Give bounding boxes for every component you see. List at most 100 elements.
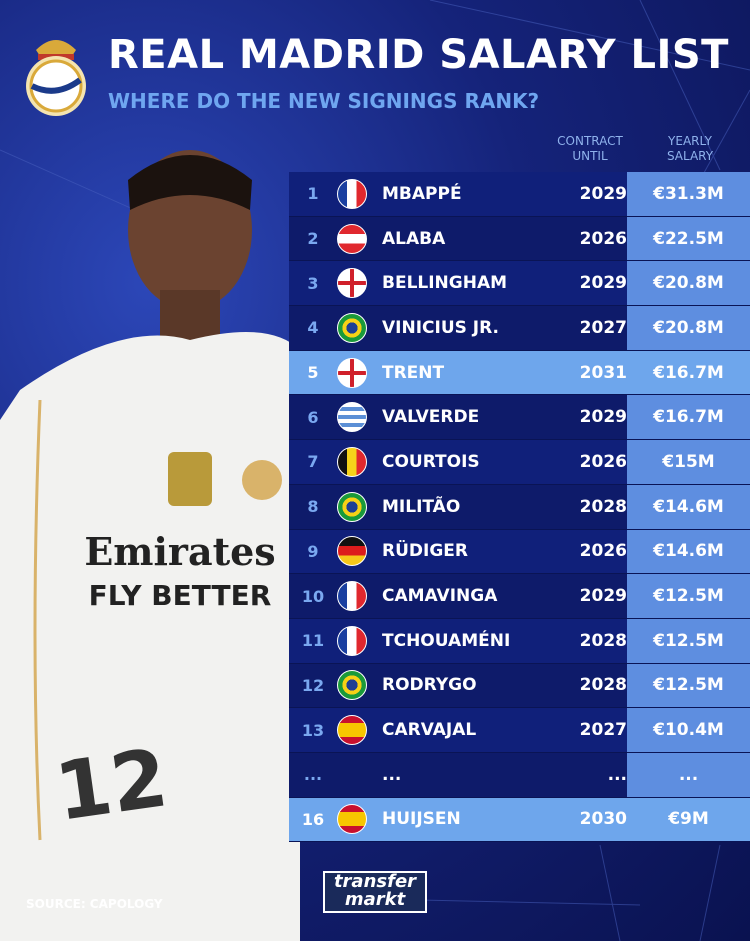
- yearly-salary: €20.8M: [627, 306, 750, 350]
- player-name: RÜDIGER: [382, 541, 468, 562]
- rank: 7: [307, 452, 319, 472]
- table-row: 12 RODRYGO 2028 €12.5M: [289, 663, 750, 709]
- rank: 2: [307, 229, 319, 249]
- flag-spain-icon: [337, 715, 367, 746]
- flag-france-icon: [337, 178, 367, 209]
- row-main: 13 CARVAJAL 2027: [289, 708, 627, 752]
- player-name: CAMAVINGA: [382, 586, 498, 607]
- jersey-number: 12: [50, 731, 173, 839]
- row-main: 8 MILITÃO 2028: [289, 484, 627, 529]
- row-main: 2 ALABA 2026: [289, 216, 627, 261]
- table-row: 1 MBAPPÉ 2029 €31.3M: [289, 172, 750, 217]
- rank: ...: [303, 765, 323, 785]
- flag-england-icon: [337, 357, 367, 388]
- rank: 5: [307, 363, 319, 383]
- rank: 1: [307, 184, 319, 204]
- table-row: 10 CAMAVINGA 2029 €12.5M: [289, 574, 750, 619]
- player-name: VALVERDE: [382, 407, 480, 428]
- contract-until: 2029: [579, 183, 627, 204]
- player-name: MBAPPÉ: [382, 183, 462, 204]
- row-main: 6 VALVERDE 2029: [289, 395, 627, 440]
- table-row: 16 HUIJSEN 2030 €9M: [289, 797, 750, 843]
- flag-england-icon: [337, 268, 367, 299]
- contract-until: ...: [607, 764, 627, 785]
- table-row: 6 VALVERDE 2029 €16.7M: [289, 395, 750, 441]
- table-row: 9 RÜDIGER 2026 €14.6M: [289, 529, 750, 575]
- transfermarkt-logo: transfer markt: [323, 871, 427, 913]
- rank: 12: [301, 675, 325, 695]
- flag-brazil-icon: [337, 312, 367, 343]
- yearly-salary: €14.6M: [627, 484, 750, 529]
- rank: 4: [307, 318, 319, 338]
- header-salary-line-2: SALARY: [666, 149, 714, 163]
- yearly-salary: ...: [627, 752, 750, 797]
- salary-table: 1 MBAPPÉ 2029 €31.3M 2 ALABA 2026 €22.5M…: [289, 172, 750, 843]
- table-row: 2 ALABA 2026 €22.5M: [289, 216, 750, 262]
- real-madrid-crest: [26, 40, 86, 116]
- contract-until: 2031: [579, 362, 627, 383]
- yearly-salary: €16.7M: [627, 350, 750, 395]
- row-main: 9 RÜDIGER 2026: [289, 529, 627, 574]
- table-row: 11 TCHOUAMÉNI 2028 €12.5M: [289, 618, 750, 664]
- player-name: ALABA: [382, 228, 446, 249]
- table-row: 5 TRENT 2031 €16.7M: [289, 350, 750, 396]
- contract-until: 2029: [579, 586, 627, 607]
- player-name: MILITÃO: [382, 496, 461, 517]
- header-contract-until: CONTRACT UNTIL: [548, 134, 632, 164]
- table-row: ... ... ... ...: [289, 752, 750, 798]
- yearly-salary: €20.8M: [627, 261, 750, 306]
- source-note: SOURCE: CAPOLOGY: [26, 897, 163, 911]
- player-name: BELLINGHAM: [382, 273, 508, 294]
- player-name: HUIJSEN: [382, 809, 461, 830]
- contract-until: 2029: [579, 407, 627, 428]
- rank: 6: [307, 407, 319, 427]
- contract-until: 2028: [579, 630, 627, 651]
- table-row: 8 MILITÃO 2028 €14.6M: [289, 484, 750, 530]
- row-main: 7 COURTOIS 2026: [289, 440, 627, 484]
- contract-until: 2030: [579, 809, 627, 830]
- yearly-salary: €22.5M: [627, 216, 750, 261]
- contract-until: 2026: [579, 451, 627, 472]
- yearly-salary: €31.3M: [627, 172, 750, 216]
- contract-until: 2028: [579, 675, 627, 696]
- player-photo: Emirates FLY BETTER 12: [0, 150, 300, 941]
- jersey-tagline: FLY BETTER: [89, 579, 272, 612]
- yearly-salary: €12.5M: [627, 618, 750, 663]
- rank: 8: [307, 497, 319, 517]
- flag-france-icon: [337, 581, 367, 612]
- jersey-sponsor: Emirates: [84, 529, 275, 574]
- row-main: 4 VINICIUS JR. 2027: [289, 306, 627, 350]
- row-main: 3 BELLINGHAM 2029: [289, 261, 627, 306]
- player-name: ...: [382, 764, 402, 785]
- player-name: COURTOIS: [382, 451, 480, 472]
- flag-austria-icon: [337, 223, 367, 254]
- flag-brazil-icon: [337, 670, 367, 701]
- page-title: REAL MADRID SALARY LIST: [108, 32, 729, 78]
- rank: 3: [307, 273, 319, 293]
- player-name: CARVAJAL: [382, 720, 477, 741]
- page-subtitle: WHERE DO THE NEW SIGNINGS RANK?: [108, 89, 540, 113]
- yearly-salary: €12.5M: [627, 574, 750, 618]
- flag-belgium-icon: [337, 446, 367, 477]
- contract-until: 2026: [579, 541, 627, 562]
- yearly-salary: €15M: [627, 440, 750, 484]
- contract-until: 2026: [579, 228, 627, 249]
- row-main: 12 RODRYGO 2028: [289, 663, 627, 708]
- row-main: 1 MBAPPÉ 2029: [289, 172, 627, 216]
- player-name: VINICIUS JR.: [382, 317, 499, 338]
- logo-line-2: markt: [344, 889, 406, 910]
- yearly-salary: €14.6M: [627, 529, 750, 574]
- row-main: 16 HUIJSEN 2030: [289, 797, 627, 842]
- rank: 13: [301, 720, 325, 740]
- header-contract-line-2: UNTIL: [572, 149, 608, 163]
- row-main: 5 TRENT 2031: [289, 350, 627, 395]
- player-name: RODRYGO: [382, 675, 477, 696]
- contract-until: 2027: [579, 317, 627, 338]
- flag-spain-icon: [337, 804, 367, 835]
- yearly-salary: €16.7M: [627, 395, 750, 440]
- rank: 10: [301, 586, 325, 606]
- table-row: 3 BELLINGHAM 2029 €20.8M: [289, 261, 750, 307]
- table-row: 13 CARVAJAL 2027 €10.4M: [289, 708, 750, 753]
- yearly-salary: €12.5M: [627, 663, 750, 708]
- player-name: TRENT: [382, 362, 445, 383]
